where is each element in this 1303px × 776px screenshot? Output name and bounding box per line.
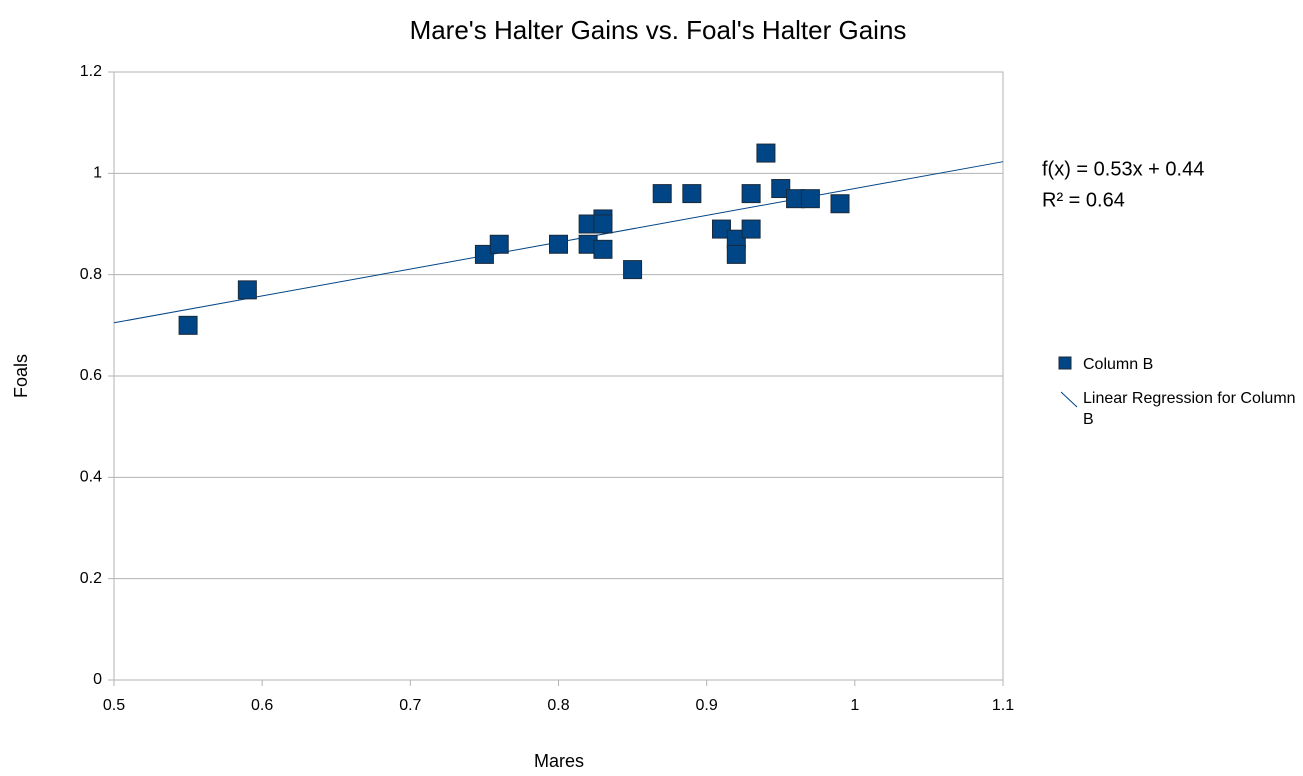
point — [593, 239, 613, 259]
x-tick-label: 1.1 — [992, 697, 1014, 714]
x-tick-label: 0.9 — [696, 697, 718, 714]
x-tick-label: 0.6 — [251, 697, 273, 714]
point — [756, 143, 776, 163]
y-tick-label: 1 — [93, 165, 102, 182]
point — [682, 184, 702, 204]
point — [711, 219, 731, 239]
point — [474, 244, 494, 264]
point — [771, 179, 791, 199]
y-tick-label: 0.4 — [80, 469, 102, 486]
y-axis-label: Foals — [11, 354, 31, 398]
legend-label: Linear Regression for Column B — [1083, 390, 1296, 428]
point — [800, 189, 820, 209]
y-tick-label: 0 — [93, 671, 102, 688]
point — [178, 315, 198, 335]
x-tick-label: 0.8 — [547, 697, 569, 714]
y-tick-label: 1.2 — [80, 63, 102, 80]
point — [726, 244, 746, 264]
plot-frame — [113, 71, 1004, 681]
trend-equation: f(x) = 0.53x + 0.44 — [1042, 158, 1204, 180]
point — [741, 219, 761, 239]
x-tick-label: 0.7 — [399, 697, 421, 714]
point — [549, 234, 568, 254]
x-axis-label: Mares — [534, 751, 584, 771]
trend-r-squared: R² = 0.64 — [1042, 189, 1125, 211]
legend-marker — [1058, 356, 1072, 370]
point — [830, 194, 850, 214]
legend-label: Column B — [1083, 356, 1153, 373]
x-tick-label: 1 — [850, 697, 859, 714]
point — [741, 184, 761, 204]
legend-line — [1060, 391, 1078, 408]
point — [623, 260, 643, 280]
y-tick-label: 0.2 — [80, 570, 102, 587]
point — [593, 214, 613, 234]
point — [237, 280, 257, 300]
point — [652, 184, 672, 204]
y-tick-label: 0.6 — [80, 367, 102, 384]
point — [489, 234, 509, 254]
y-tick-label: 0.8 — [80, 266, 102, 283]
x-tick-label: 0.5 — [103, 697, 125, 714]
chart-title: Mare's Halter Gains vs. Foal's Halter Ga… — [410, 15, 907, 45]
